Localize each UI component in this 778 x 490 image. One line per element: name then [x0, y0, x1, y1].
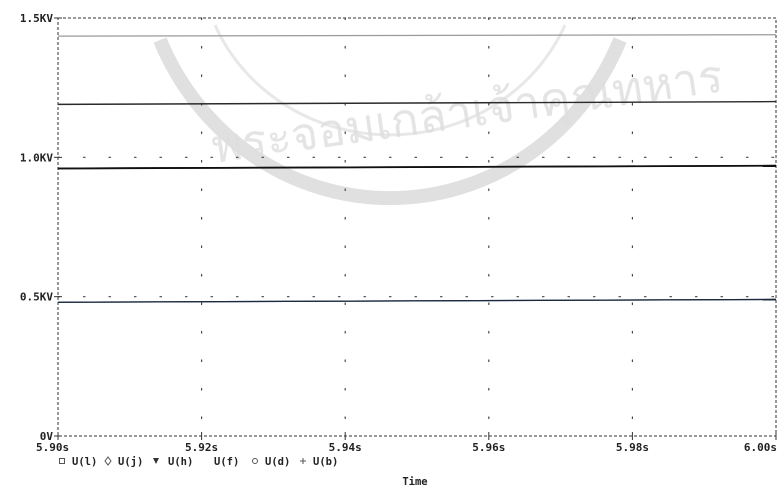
watermark-seal: พระจอมเกล้าเจ้าคุณทหาร: [153, 24, 726, 206]
series-line-ul: [57, 34, 777, 37]
x-tick-label: 5.92s: [185, 441, 218, 454]
legend-entry-label: U(b): [313, 456, 338, 468]
x-tick-label: 5.98s: [616, 441, 649, 454]
y-tick-label: 1.0KV: [20, 151, 53, 164]
legend-entry-label: U(l): [72, 456, 97, 468]
y-tick-label: 0.5KV: [20, 291, 53, 304]
x-tick-label: 5.96s: [472, 441, 505, 454]
plot-area: [57, 17, 777, 437]
grid: [57, 17, 777, 437]
series-line-uf: [57, 164, 777, 170]
legend-entry-label: U(h): [168, 456, 193, 468]
x-tick-label: 5.90s: [36, 441, 69, 454]
y-tick-label: 1.5KV: [20, 12, 53, 25]
legend-marker-icon: [153, 458, 159, 464]
legend: U(l) U(j) U(h) U(f) U(d) U(b): [59, 456, 338, 468]
series-line-uj: [57, 100, 777, 106]
x-axis-title: Time: [402, 476, 427, 488]
legend-entry-label: U(f): [214, 456, 239, 468]
x-tick-label: 5.94s: [329, 441, 362, 454]
legend-entry-label: U(j): [118, 456, 143, 468]
series-line-ub: [57, 298, 777, 303]
y-tick-label: 0V: [40, 430, 54, 443]
legend-entry-label: U(d): [265, 456, 290, 468]
legend-marker-icon: [104, 456, 112, 466]
legend-marker-icon: [300, 458, 306, 464]
watermark-text: พระจอมเกล้าเจ้าคุณทหาร: [208, 49, 726, 176]
legend-marker-icon: [252, 458, 258, 464]
legend-marker-icon: [59, 458, 65, 464]
series-layer: [57, 34, 777, 303]
ticks-layer: 5.90s 5.92s 5.94s 5.96s 5.98s 6.00s 0V 0.5KV 1.0…: [20, 12, 777, 454]
x-tick-label: 6.00s: [744, 441, 777, 454]
